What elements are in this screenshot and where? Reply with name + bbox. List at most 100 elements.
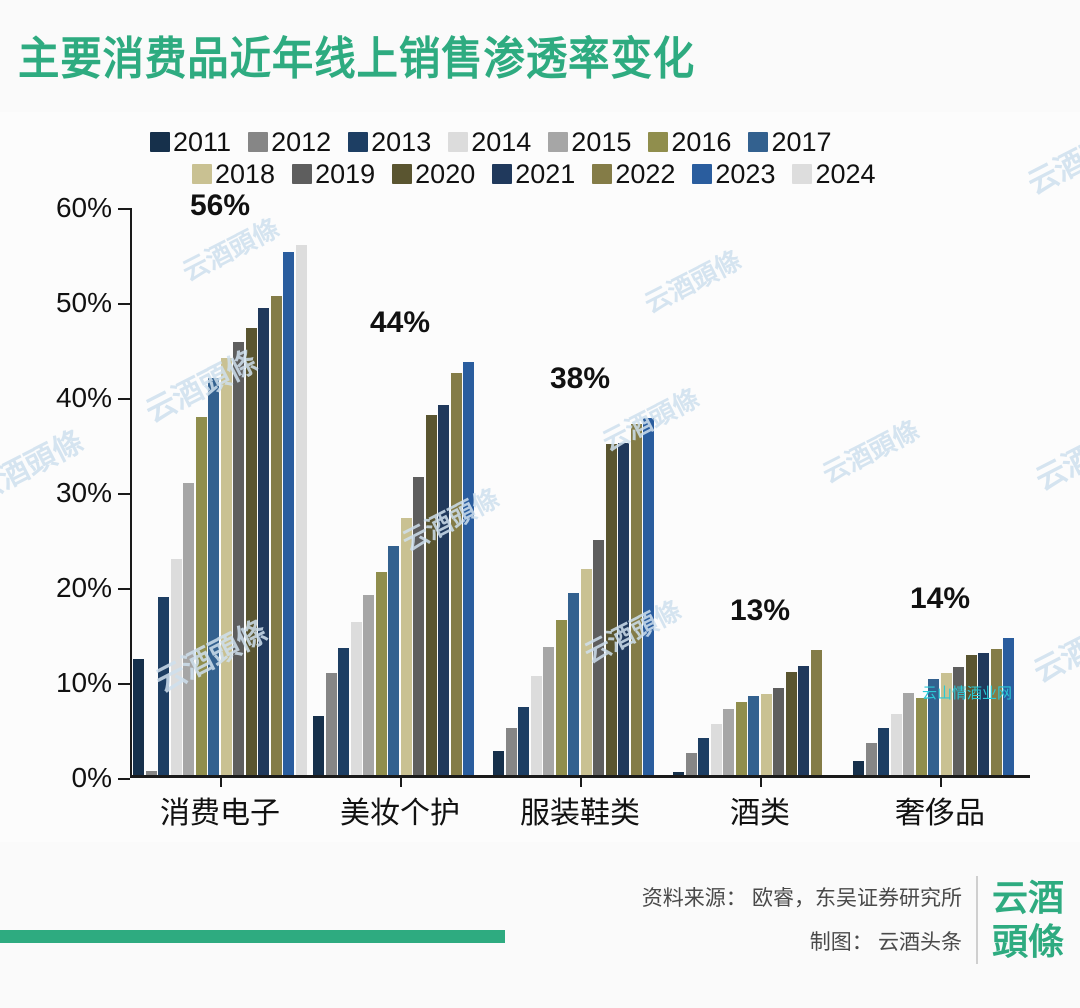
bar-2011[interactable] <box>493 751 505 775</box>
bar-2017[interactable] <box>748 696 760 775</box>
source-block: 资料来源： 欧睿，东吴证券研究所 制图： 云酒头条 <box>642 876 978 964</box>
bar-2011[interactable] <box>313 716 325 775</box>
bar-2022[interactable] <box>810 649 822 775</box>
bar-2019[interactable] <box>413 476 425 775</box>
bar-2019[interactable] <box>593 540 605 775</box>
bar-2016[interactable] <box>735 701 747 775</box>
bar-2020[interactable] <box>425 414 437 775</box>
y-axis-tick <box>118 778 130 780</box>
bar-2013[interactable] <box>878 727 890 775</box>
y-axis-label: 30% <box>55 477 112 508</box>
legend-label: 2013 <box>371 126 432 157</box>
accent-divider <box>0 930 505 943</box>
group-value-label: 56% <box>189 188 251 222</box>
bar-2018[interactable] <box>940 673 952 775</box>
bar-2015[interactable] <box>363 595 375 775</box>
bar-2018[interactable] <box>580 568 592 775</box>
bar-2020[interactable] <box>965 655 977 775</box>
bar-2014[interactable] <box>530 676 542 775</box>
bar-2017[interactable] <box>388 546 400 775</box>
x-axis-label-美妆个护: 美妆个护 <box>340 797 460 830</box>
legend-item-2015[interactable]: 2015 <box>548 128 631 156</box>
watermark: 云酒頭條 <box>1030 413 1080 498</box>
bar-2017[interactable] <box>208 377 220 775</box>
legend-item-2020[interactable]: 2020 <box>392 160 475 188</box>
bar-2020[interactable] <box>785 672 797 775</box>
legend-item-2011[interactable]: 2011 <box>150 126 232 157</box>
bar-2019[interactable] <box>773 687 785 775</box>
bar-2013[interactable] <box>338 647 350 775</box>
bar-2018[interactable] <box>400 517 412 775</box>
bar-2023[interactable] <box>1003 638 1015 775</box>
bar-2012[interactable] <box>865 742 877 775</box>
bar-2017[interactable] <box>568 592 580 775</box>
legend-item-2022[interactable]: 2022 <box>592 158 676 189</box>
bar-2011[interactable] <box>673 772 685 775</box>
bar-2023[interactable] <box>643 417 655 775</box>
legend-label: 2011 <box>173 126 232 157</box>
legend-item-2013[interactable]: 2013 <box>348 126 432 157</box>
bar-2022[interactable] <box>270 296 282 775</box>
bar-2012[interactable] <box>685 753 697 775</box>
bar-2022[interactable] <box>450 373 462 775</box>
legend-swatch-icon <box>150 132 170 152</box>
group-value-label: 44% <box>369 305 431 339</box>
bar-2011[interactable] <box>853 760 865 775</box>
bar-2017[interactable] <box>928 679 940 775</box>
bar-2015[interactable] <box>723 709 735 775</box>
bar-2016[interactable] <box>555 620 567 775</box>
bar-2021[interactable] <box>798 665 810 775</box>
bar-2021[interactable] <box>978 653 990 775</box>
bar-2022[interactable] <box>990 648 1002 775</box>
legend-label: 2016 <box>671 126 732 157</box>
legend-label: 2018 <box>215 158 276 189</box>
legend-item-2016[interactable]: 2016 <box>648 126 732 157</box>
legend-item-2024[interactable]: 2024 <box>792 160 876 188</box>
bar-2016[interactable] <box>195 416 207 775</box>
bar-2023[interactable] <box>463 361 475 775</box>
bar-2013[interactable] <box>518 706 530 775</box>
bar-2020[interactable] <box>605 444 617 775</box>
bar-2018[interactable] <box>760 694 772 775</box>
legend-label: 2022 <box>615 158 676 189</box>
legend-label: 2019 <box>315 158 376 189</box>
legend-item-2014[interactable]: 2014 <box>448 128 531 156</box>
bar-2021[interactable] <box>258 307 270 775</box>
legend-swatch-icon <box>248 132 269 152</box>
legend-item-2012[interactable]: 2012 <box>248 128 331 156</box>
bar-2015[interactable] <box>543 646 555 775</box>
bar-2021[interactable] <box>618 443 630 775</box>
bar-2014[interactable] <box>350 622 362 775</box>
legend-item-2017[interactable]: 2017 <box>748 128 832 156</box>
bar-2015[interactable] <box>903 693 915 775</box>
legend-label: 2021 <box>515 158 576 189</box>
bar-2018[interactable] <box>220 357 232 775</box>
bar-groups: 56% 44% 38% 13% 14% <box>130 189 1030 787</box>
bar-2014[interactable] <box>170 559 182 775</box>
y-axis-label: 40% <box>55 382 112 413</box>
bar-2013[interactable] <box>698 737 710 775</box>
bar-2015[interactable] <box>183 483 195 775</box>
bar-2023[interactable] <box>283 251 295 775</box>
bar-2012[interactable] <box>145 771 157 775</box>
bar-2021[interactable] <box>438 405 450 775</box>
legend-item-2018[interactable]: 2018 <box>192 158 276 189</box>
bar-2012[interactable] <box>325 673 337 775</box>
x-axis-tick <box>940 775 942 787</box>
bar-2020[interactable] <box>245 327 257 775</box>
bar-2013[interactable] <box>158 597 170 775</box>
legend-item-2021[interactable]: 2021 <box>492 158 576 189</box>
bar-2011[interactable] <box>133 659 145 775</box>
bar-2019[interactable] <box>233 341 245 775</box>
bar-2012[interactable] <box>505 728 517 775</box>
bar-2016[interactable] <box>915 698 927 775</box>
bars <box>493 208 667 775</box>
legend-item-2019[interactable]: 2019 <box>292 158 376 189</box>
bar-2014[interactable] <box>710 723 722 775</box>
bar-2022[interactable] <box>630 423 642 775</box>
legend-item-2023[interactable]: 2023 <box>692 160 775 188</box>
bar-2019[interactable] <box>953 666 965 775</box>
bar-2014[interactable] <box>890 714 902 775</box>
bar-2024[interactable] <box>295 244 307 775</box>
bar-2016[interactable] <box>375 571 387 775</box>
